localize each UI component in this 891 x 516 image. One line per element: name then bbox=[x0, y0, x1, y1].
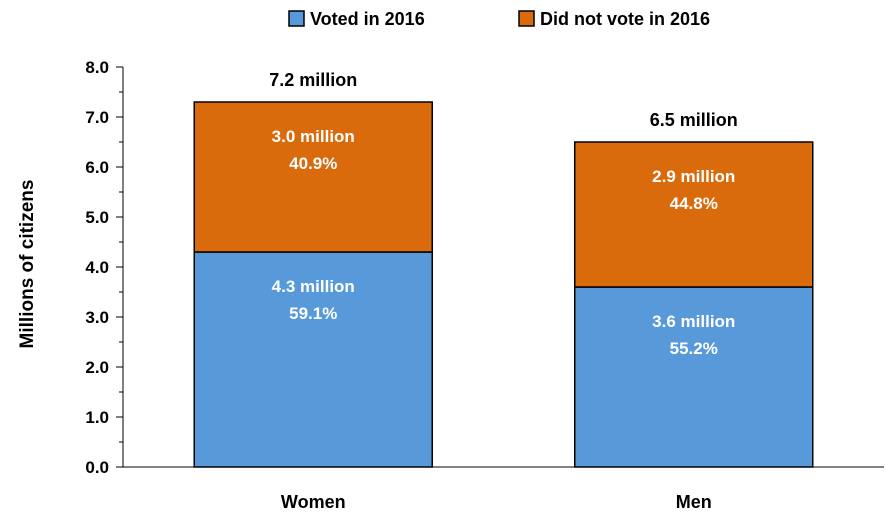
legend: Voted in 2016 Did not vote in 2016 bbox=[288, 9, 710, 29]
y-tick-label: 0.0 bbox=[85, 458, 109, 477]
y-tick-label: 2.0 bbox=[85, 358, 109, 377]
bar-segment-voted-men bbox=[574, 286, 814, 468]
legend-label-did-not-vote: Did not vote in 2016 bbox=[540, 9, 710, 29]
segment-value-label: 3.0 million bbox=[272, 127, 355, 146]
y-tick-label: 4.0 bbox=[85, 258, 109, 277]
x-tick-label-men: Men bbox=[676, 492, 712, 512]
segment-value-label: 4.3 million bbox=[272, 277, 355, 296]
segment-value-label: 3.6 million bbox=[652, 312, 735, 331]
segment-percent-label: 44.8% bbox=[670, 194, 718, 213]
segment-percent-label: 59.1% bbox=[289, 304, 337, 323]
bars bbox=[193, 101, 814, 468]
total-label: 6.5 million bbox=[650, 110, 738, 130]
y-tick-label: 6.0 bbox=[85, 158, 109, 177]
total-label: 7.2 million bbox=[269, 70, 357, 90]
bar-segment-did-not-vote-women bbox=[193, 101, 433, 253]
y-axis-label: Millions of citizens bbox=[17, 180, 38, 349]
legend-swatch-voted bbox=[288, 10, 305, 27]
legend-label-voted: Voted in 2016 bbox=[310, 9, 425, 29]
x-tick-label-women: Women bbox=[281, 492, 346, 512]
data-labels: 4.3 million 59.1% 3.0 million 40.9% 7.2 mill… bbox=[269, 70, 738, 512]
bar-segment-did-not-vote-men bbox=[574, 141, 814, 288]
segment-percent-label: 40.9% bbox=[289, 154, 337, 173]
y-tick-label: 3.0 bbox=[85, 308, 109, 327]
y-tick-label: 5.0 bbox=[85, 208, 109, 227]
segment-percent-label: 55.2% bbox=[670, 339, 718, 358]
segment-value-label: 2.9 million bbox=[652, 167, 735, 186]
y-tick-label: 7.0 bbox=[85, 108, 109, 127]
y-tick-label: 8.0 bbox=[85, 58, 109, 77]
legend-swatch-did-not-vote bbox=[518, 10, 535, 27]
y-tick-label: 1.0 bbox=[85, 408, 109, 427]
